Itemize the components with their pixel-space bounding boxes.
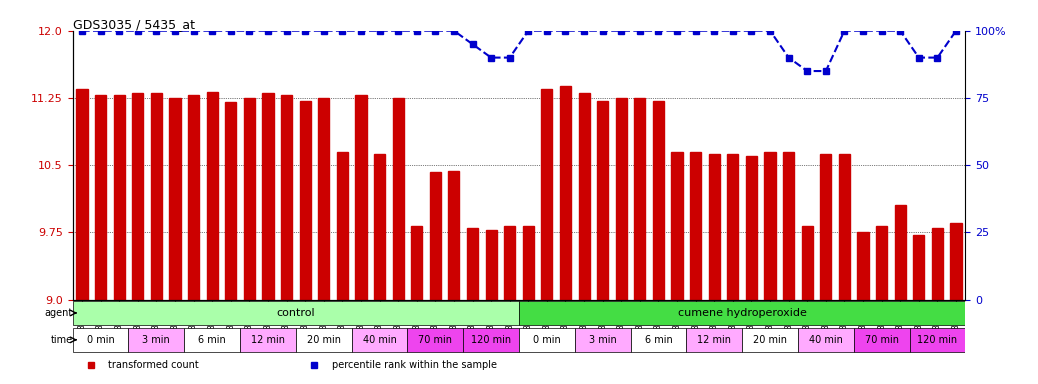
Text: 0 min: 0 min xyxy=(87,335,114,345)
Bar xyxy=(448,171,460,300)
FancyBboxPatch shape xyxy=(742,328,798,352)
Bar xyxy=(411,226,422,300)
Text: 6 min: 6 min xyxy=(645,335,673,345)
Text: agent: agent xyxy=(45,308,73,318)
FancyBboxPatch shape xyxy=(463,328,519,352)
Bar xyxy=(913,235,925,300)
Text: 6 min: 6 min xyxy=(198,335,226,345)
Text: 70 min: 70 min xyxy=(865,335,899,345)
Text: GDS3035 / 5435_at: GDS3035 / 5435_at xyxy=(73,18,195,31)
Bar xyxy=(857,232,869,300)
Bar xyxy=(169,98,181,300)
Bar xyxy=(263,93,274,300)
Bar xyxy=(207,92,218,300)
Text: 70 min: 70 min xyxy=(418,335,453,345)
Bar xyxy=(653,101,664,300)
FancyBboxPatch shape xyxy=(909,328,965,352)
Text: 12 min: 12 min xyxy=(698,335,732,345)
Text: 40 min: 40 min xyxy=(809,335,843,345)
Bar xyxy=(876,226,887,300)
Bar xyxy=(578,93,590,300)
Bar xyxy=(746,156,757,300)
Text: 20 min: 20 min xyxy=(753,335,787,345)
FancyBboxPatch shape xyxy=(352,328,408,352)
Text: cumene hydroperoxide: cumene hydroperoxide xyxy=(678,308,807,318)
FancyBboxPatch shape xyxy=(185,328,240,352)
Bar xyxy=(728,154,738,300)
Bar xyxy=(319,98,329,300)
FancyBboxPatch shape xyxy=(686,328,742,352)
FancyBboxPatch shape xyxy=(519,301,965,325)
Text: 120 min: 120 min xyxy=(471,335,511,345)
FancyBboxPatch shape xyxy=(73,328,129,352)
Bar xyxy=(281,95,292,300)
Bar xyxy=(820,154,831,300)
Bar xyxy=(188,95,199,300)
Bar xyxy=(672,152,683,300)
FancyBboxPatch shape xyxy=(854,328,909,352)
Bar xyxy=(895,205,906,300)
Text: 3 min: 3 min xyxy=(589,335,617,345)
Bar xyxy=(801,226,813,300)
Bar xyxy=(709,154,720,300)
Bar xyxy=(765,152,775,300)
Bar xyxy=(542,89,552,300)
Bar xyxy=(355,95,366,300)
Bar xyxy=(374,154,385,300)
Text: time: time xyxy=(51,335,73,345)
Bar xyxy=(839,154,850,300)
Text: 3 min: 3 min xyxy=(142,335,170,345)
Bar xyxy=(113,95,125,300)
Text: 120 min: 120 min xyxy=(918,335,957,345)
Bar xyxy=(336,152,348,300)
Bar xyxy=(690,152,702,300)
Text: transformed count: transformed count xyxy=(108,360,199,370)
Bar xyxy=(523,226,534,300)
Bar xyxy=(783,152,794,300)
Bar xyxy=(132,93,143,300)
FancyBboxPatch shape xyxy=(73,301,519,325)
FancyBboxPatch shape xyxy=(519,328,575,352)
Bar xyxy=(597,101,608,300)
FancyBboxPatch shape xyxy=(296,328,352,352)
FancyBboxPatch shape xyxy=(798,328,854,352)
FancyBboxPatch shape xyxy=(408,328,463,352)
FancyBboxPatch shape xyxy=(240,328,296,352)
FancyBboxPatch shape xyxy=(575,328,631,352)
Text: 20 min: 20 min xyxy=(306,335,340,345)
Bar xyxy=(932,228,944,300)
Bar xyxy=(430,172,441,300)
Bar xyxy=(559,86,571,300)
Bar xyxy=(486,230,497,300)
Bar xyxy=(151,93,162,300)
Bar xyxy=(467,228,479,300)
Bar xyxy=(225,103,237,300)
Bar xyxy=(95,95,106,300)
Bar xyxy=(634,98,646,300)
Bar xyxy=(300,101,310,300)
Text: 40 min: 40 min xyxy=(362,335,397,345)
Bar xyxy=(77,89,87,300)
Bar xyxy=(392,98,404,300)
Bar xyxy=(504,226,515,300)
Text: 12 min: 12 min xyxy=(251,335,285,345)
FancyBboxPatch shape xyxy=(631,328,686,352)
Text: percentile rank within the sample: percentile rank within the sample xyxy=(331,360,496,370)
FancyBboxPatch shape xyxy=(129,328,185,352)
Text: control: control xyxy=(276,308,316,318)
Bar xyxy=(616,98,627,300)
Bar xyxy=(951,223,961,300)
Text: 0 min: 0 min xyxy=(534,335,561,345)
Bar xyxy=(244,98,255,300)
